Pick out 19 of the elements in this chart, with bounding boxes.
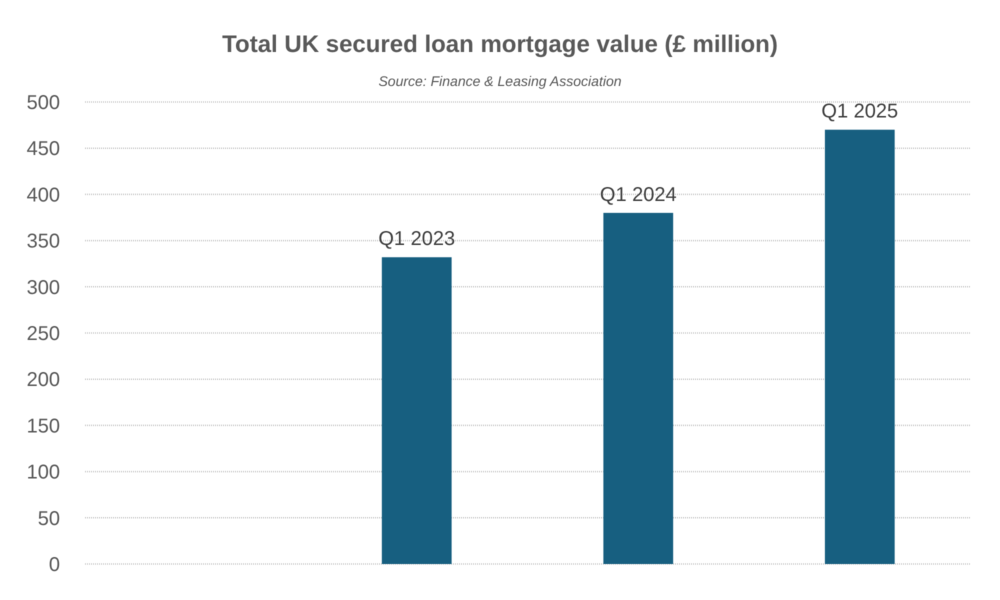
y-tick-label: 450 <box>26 138 60 160</box>
y-tick-label: 250 <box>26 323 60 345</box>
bar <box>824 130 895 564</box>
x-tick-label: Q1 2024 <box>600 184 677 206</box>
y-tick-label: 500 <box>26 92 60 114</box>
y-tick-label: 0 <box>48 554 60 576</box>
y-tick-label: 200 <box>26 369 60 392</box>
bar <box>382 257 452 564</box>
y-tick-label: 400 <box>26 184 60 206</box>
x-tick-label: Q1 2023 <box>378 228 456 250</box>
source-note: Source: Finance & Leasing Association <box>378 73 622 89</box>
bar <box>603 212 674 564</box>
y-tick-label: 300 <box>26 276 60 299</box>
y-tick-label: 350 <box>26 230 60 253</box>
chart-title: Total UK secured loan mortgage value (£ million) <box>222 31 778 58</box>
y-tick-label: 150 <box>26 415 60 438</box>
y-tick-label: 100 <box>26 462 60 484</box>
x-tick-label: Q1 2025 <box>821 100 898 123</box>
y-tick-label: 50 <box>38 508 60 530</box>
